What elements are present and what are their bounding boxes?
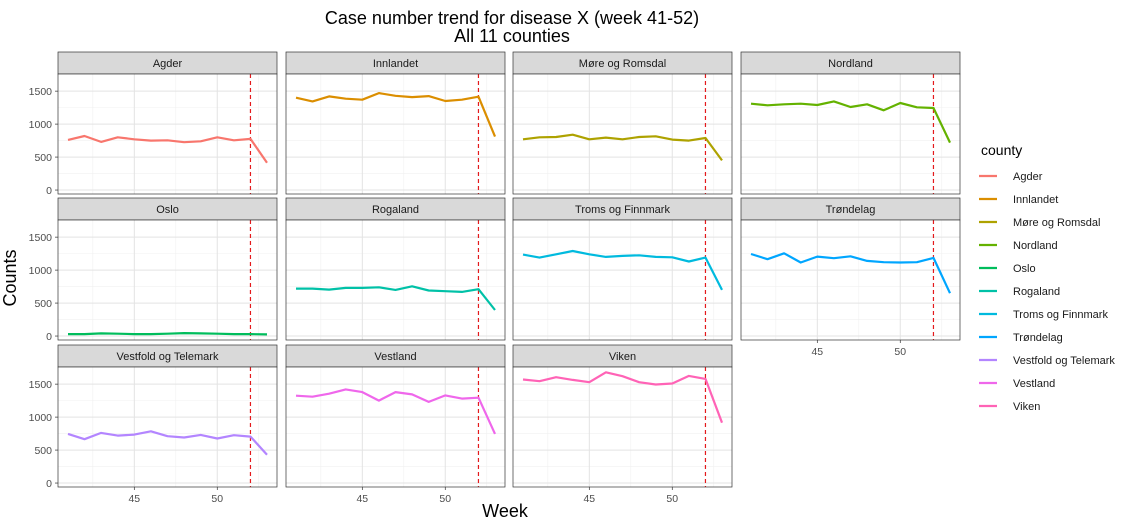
panel-background bbox=[286, 74, 505, 194]
facet-strip-label: Møre og Romsdal bbox=[579, 58, 666, 70]
legend-label-tr-ndelag: Trøndelag bbox=[1013, 332, 1063, 344]
legend-title: county bbox=[981, 142, 1022, 158]
series-line-rogaland bbox=[296, 285, 496, 311]
y-tick-label: 1500 bbox=[29, 379, 53, 391]
y-tick-label: 1000 bbox=[29, 119, 53, 131]
y-tick-label: 1000 bbox=[29, 412, 53, 424]
series-line-m-re-og-romsdal bbox=[522, 133, 723, 162]
facet-strip-label: Trøndelag bbox=[826, 204, 876, 216]
x-axis-title: Week bbox=[482, 501, 529, 521]
panel-border bbox=[285, 219, 506, 341]
series-line-agder bbox=[67, 134, 268, 164]
x-tick-label: 50 bbox=[894, 346, 906, 358]
panel-background bbox=[513, 74, 732, 194]
facet-panel-tr-ndelag: Trøndelag 45 50 bbox=[740, 197, 961, 358]
facet-panel-troms-og-finnmark: Troms og Finnmark bbox=[512, 197, 733, 341]
facet-strip-label: Innlandet bbox=[373, 58, 418, 70]
facet-panel-viken: Viken 45 50 bbox=[512, 344, 733, 505]
chart-title: Case number trend for disease X (week 41… bbox=[325, 8, 699, 28]
panel-border bbox=[57, 219, 278, 341]
y-tick-label: 1000 bbox=[29, 265, 53, 277]
legend-label-vestfold-og-telemark: Vestfold og Telemark bbox=[1013, 355, 1115, 367]
y-tick-label: 500 bbox=[34, 298, 52, 310]
chart-subtitle: All 11 counties bbox=[454, 26, 570, 46]
panel-border bbox=[740, 219, 961, 341]
panel-border bbox=[57, 366, 278, 488]
panel-background bbox=[513, 367, 732, 487]
panel-border bbox=[740, 73, 961, 195]
series-line-troms-og-finnmark bbox=[522, 249, 723, 291]
y-tick-label: 500 bbox=[34, 445, 52, 457]
legend-label-m-re-og-romsdal: Møre og Romsdal bbox=[1013, 217, 1100, 229]
facet-panel-nordland: Nordland bbox=[740, 51, 961, 195]
y-tick-label: 1500 bbox=[29, 86, 53, 98]
panel-border bbox=[512, 219, 733, 341]
y-tick-label: 0 bbox=[46, 185, 52, 197]
legend-label-nordland: Nordland bbox=[1013, 240, 1058, 252]
panel-background bbox=[286, 220, 505, 340]
facet-panel-oslo: Oslo 0 500 1000 1500 bbox=[29, 197, 278, 343]
legend-label-viken: Viken bbox=[1013, 401, 1040, 413]
y-tick-label: 0 bbox=[46, 331, 52, 343]
series-line-vestfold-og-telemark bbox=[67, 430, 268, 456]
facet-strip-label: Rogaland bbox=[372, 204, 419, 216]
legend-label-rogaland: Rogaland bbox=[1013, 286, 1060, 298]
facet-strip-label: Oslo bbox=[156, 204, 179, 216]
x-tick-label: 45 bbox=[128, 493, 140, 505]
series-line-vestland bbox=[295, 388, 497, 435]
panel-background bbox=[286, 367, 505, 487]
legend-label-innlandet: Innlandet bbox=[1013, 194, 1058, 206]
series-line-viken bbox=[522, 371, 724, 424]
panel-background bbox=[58, 220, 277, 340]
x-tick-label: 50 bbox=[211, 493, 223, 505]
facet-strip-label: Troms og Finnmark bbox=[575, 204, 670, 216]
x-tick-label: 45 bbox=[583, 493, 595, 505]
y-tick-label: 500 bbox=[34, 152, 52, 164]
panel-border bbox=[512, 366, 733, 488]
series-line-nordland bbox=[750, 100, 951, 144]
facet-strip-label: Vestland bbox=[374, 351, 416, 363]
panel-background bbox=[58, 367, 277, 487]
facet-panel-rogaland: Rogaland bbox=[285, 197, 506, 341]
x-tick-label: 50 bbox=[439, 493, 451, 505]
panel-border bbox=[285, 73, 506, 195]
panel-border bbox=[57, 73, 278, 195]
legend-label-troms-og-finnmark: Troms og Finnmark bbox=[1013, 309, 1108, 321]
facet-panel-innlandet: Innlandet bbox=[285, 51, 506, 195]
x-tick-label: 45 bbox=[356, 493, 368, 505]
facet-panel-agder: Agder 0 500 1000 1500 bbox=[29, 51, 278, 197]
facet-strip-label: Vestfold og Telemark bbox=[117, 351, 219, 363]
panel-border bbox=[512, 73, 733, 195]
facet-panel-vestland: Vestland 45 50 bbox=[285, 344, 506, 505]
panel-background bbox=[741, 220, 960, 340]
panel-border bbox=[285, 366, 506, 488]
panel-background bbox=[513, 220, 732, 340]
legend-label-oslo: Oslo bbox=[1013, 263, 1036, 275]
legend-label-agder: Agder bbox=[1013, 171, 1043, 183]
y-tick-label: 0 bbox=[46, 478, 52, 490]
y-tick-label: 1500 bbox=[29, 232, 53, 244]
facet-strip-label: Nordland bbox=[828, 58, 873, 70]
series-line-tr-ndelag bbox=[750, 252, 951, 294]
legend: county Agder Innlandet Møre og Romsdal Nord… bbox=[977, 142, 1115, 415]
y-axis-title: Counts bbox=[0, 249, 20, 306]
facet-panel-m-re-og-romsdal: Møre og Romsdal bbox=[512, 51, 733, 195]
legend-label-vestland: Vestland bbox=[1013, 378, 1055, 390]
x-tick-label: 45 bbox=[811, 346, 823, 358]
facet-strip-label: Agder bbox=[153, 58, 183, 70]
series-line-oslo bbox=[68, 332, 268, 336]
panel-background bbox=[58, 74, 277, 194]
facet-panel-vestfold-og-telemark: Vestfold og Telemark 0 500 1000 1500 45 50 bbox=[29, 344, 278, 505]
facet-strip-label: Viken bbox=[609, 351, 636, 363]
panel-background bbox=[741, 74, 960, 194]
x-tick-label: 50 bbox=[666, 493, 678, 505]
series-line-innlandet bbox=[295, 91, 497, 138]
